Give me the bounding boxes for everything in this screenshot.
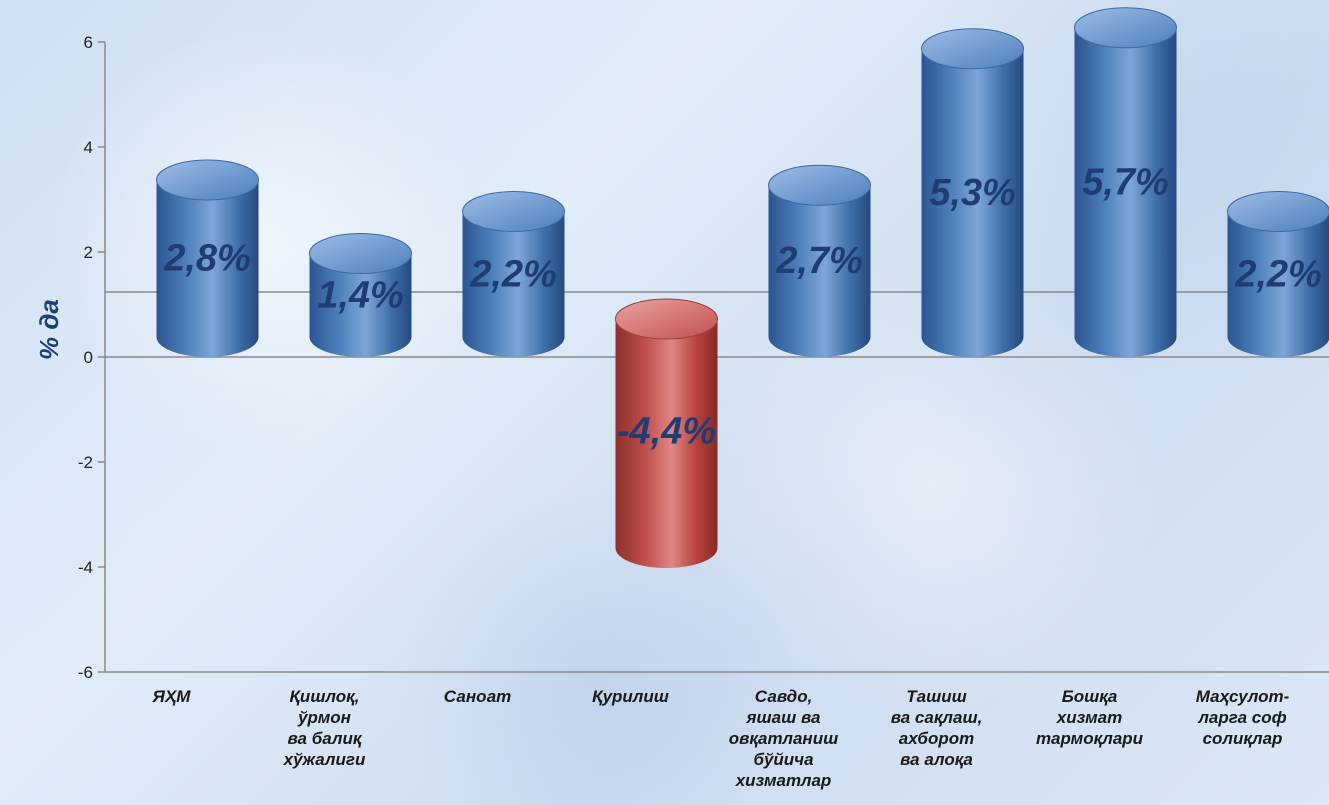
bar-body bbox=[921, 48, 1024, 357]
bar-top bbox=[768, 164, 871, 206]
data-label: 2,2% bbox=[1234, 253, 1322, 295]
data-label: 2,2% bbox=[469, 253, 557, 295]
y-tick-label: 2 bbox=[84, 243, 93, 262]
y-tick-label: 6 bbox=[84, 33, 93, 52]
data-label: 2,7% bbox=[775, 240, 863, 282]
category-label: Бошқа хизмат тармоқлари bbox=[1036, 687, 1144, 748]
y-tick-label: 4 bbox=[84, 138, 93, 157]
y-tick-label: -6 bbox=[78, 663, 93, 682]
bar bbox=[309, 233, 412, 357]
bar bbox=[768, 164, 871, 357]
bar-body bbox=[156, 180, 259, 357]
bar-body bbox=[462, 211, 565, 357]
bar-top bbox=[1074, 7, 1177, 49]
bar-body bbox=[768, 185, 871, 357]
data-label: 1,4% bbox=[317, 274, 404, 316]
category-label: Маҳсулот-ларга соф солиқлар bbox=[1196, 687, 1290, 748]
bar bbox=[615, 298, 718, 568]
y-tick-label: -4 bbox=[78, 558, 93, 577]
data-label: 5,3% bbox=[929, 172, 1016, 214]
y-tick-label: -2 bbox=[78, 453, 93, 472]
data-label: 5,7% bbox=[1082, 161, 1169, 203]
chart-bars bbox=[156, 7, 1329, 568]
category-label: Қурилиш bbox=[592, 687, 669, 706]
chart-labels: 2,8% ЯҲМ 1,4% Қишлоқ, ўрмон ва балиқ хўжалиги 2… bbox=[152, 161, 1322, 790]
bar-body bbox=[1074, 27, 1177, 357]
category-label: ЯҲМ bbox=[152, 687, 192, 706]
bar bbox=[1074, 7, 1177, 357]
category-label: Қишлоқ, ўрмон ва балиқ хўжалиги bbox=[283, 687, 366, 769]
bar-body bbox=[309, 253, 412, 357]
category-label: Савдо, яшаш ва овқатланиш бўйича хизматлар bbox=[729, 687, 838, 790]
data-label: 2,8% bbox=[163, 238, 251, 280]
bar-body bbox=[1227, 211, 1329, 357]
data-label: -4,4% bbox=[617, 411, 716, 453]
bar-top bbox=[309, 233, 412, 274]
bar bbox=[1227, 191, 1329, 357]
bar bbox=[156, 159, 259, 357]
bar bbox=[462, 191, 565, 357]
bar bbox=[921, 28, 1024, 357]
category-label: Ташиш ва сақлаш, ахборот ва алоқа bbox=[891, 687, 983, 769]
y-tick-label: 0 bbox=[84, 348, 93, 367]
category-label: Саноат bbox=[444, 687, 512, 706]
y-axis-title: % да bbox=[34, 299, 64, 360]
bar-top bbox=[462, 191, 565, 232]
bar-top bbox=[1227, 191, 1329, 232]
bar-top bbox=[615, 298, 718, 340]
bar-top bbox=[156, 159, 259, 201]
bar-top bbox=[921, 28, 1024, 70]
bar-body bbox=[615, 319, 718, 568]
